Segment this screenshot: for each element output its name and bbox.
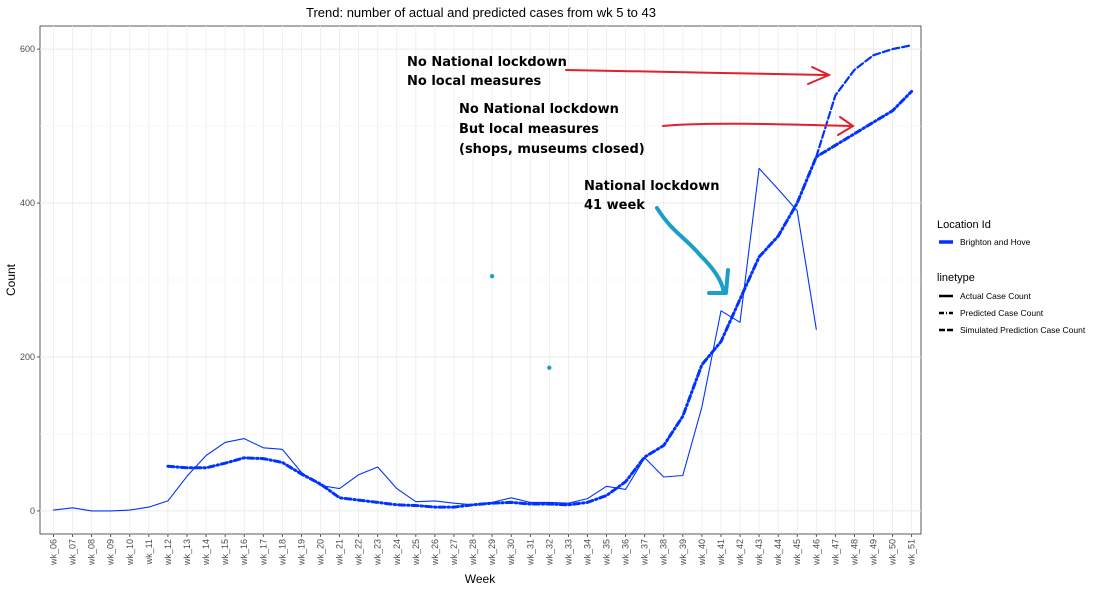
x-axis-ticks: wk_06 wk_07 wk_08 wk_09 wk_10 wk_11 wk_12 wk_13… [49, 534, 917, 566]
y-axis-title: Count [4, 263, 18, 296]
x-tick-label: wk_20 [315, 539, 325, 566]
x-tick-label: wk_41 [716, 539, 726, 566]
x-tick-label: wk_38 [659, 539, 669, 566]
x-tick-label: wk_49 [869, 539, 879, 566]
x-tick-label: wk_13 [182, 539, 192, 566]
cyan-arrow-head [707, 268, 730, 295]
red-arrow-1 [565, 66, 832, 85]
annotation-local-measures: No National lockdown But local measures … [459, 102, 645, 157]
x-tick-label: wk_44 [773, 539, 783, 566]
cyan-arrow [655, 206, 730, 295]
x-tick-label: wk_46 [811, 539, 821, 566]
x-tick-label: wk_35 [602, 539, 612, 566]
annotation-no-lockdown: No National lockdown No local measures [407, 55, 567, 89]
series-layer [52, 44, 914, 512]
red-arrow-1-head [807, 66, 832, 85]
x-tick-label: wk_36 [621, 539, 631, 566]
x-tick-label: wk_09 [106, 539, 116, 566]
x-tick-label: wk_24 [392, 539, 402, 566]
x-tick-label: wk_25 [411, 539, 421, 566]
x-tick-label: wk_27 [449, 539, 459, 566]
annotation-1-line-2: No local measures [407, 74, 542, 89]
y-tick-label: 0 [30, 506, 35, 516]
x-tick-label: wk_15 [220, 539, 230, 566]
x-tick-label: wk_48 [849, 539, 859, 566]
annotation-national-lockdown: National lockdown 41 week [584, 179, 720, 213]
x-tick-label: wk_50 [888, 539, 898, 566]
x-tick-label: wk_39 [678, 539, 688, 566]
legend-location-title: Location Id [937, 219, 991, 231]
x-tick-label: wk_40 [697, 539, 707, 566]
chart-title: Trend: number of actual and predicted ca… [306, 5, 656, 20]
points-layer [489, 273, 552, 370]
red-arrow-2 [662, 116, 855, 136]
x-tick-label: wk_45 [792, 539, 802, 566]
legend-actual-label: Actual Case Count [960, 291, 1032, 301]
x-tick-label: wk_18 [277, 539, 287, 566]
x-tick-label: wk_22 [354, 539, 364, 566]
x-tick-label: wk_11 [144, 539, 154, 565]
red-arrow-2-head [837, 116, 855, 136]
x-tick-label: wk_19 [296, 539, 306, 566]
x-tick-label: wk_31 [525, 539, 535, 566]
x-tick-label: wk_47 [830, 539, 840, 566]
x-tick-label: wk_23 [373, 539, 383, 566]
annotation-3-line-1: National lockdown [584, 179, 720, 194]
data-point [547, 365, 552, 370]
cyan-arrow-shaft [655, 206, 726, 295]
x-tick-label: wk_30 [506, 539, 516, 566]
y-tick-label: 400 [20, 198, 35, 208]
y-tick-label: 200 [20, 352, 35, 362]
x-tick-label: wk_08 [87, 539, 97, 566]
annotation-2-line-2: But local measures [459, 122, 599, 137]
x-tick-label: wk_26 [430, 539, 440, 566]
annotation-2-line-3: (shops, museums closed) [459, 142, 645, 157]
legend-simulated-label: Simulated Prediction Case Count [960, 325, 1086, 335]
x-axis-title: Week [465, 572, 496, 586]
x-tick-label: wk_33 [563, 539, 573, 566]
x-tick-label: wk_37 [640, 539, 650, 566]
red-arrow-1-shaft [565, 69, 827, 76]
y-axis-ticks: 0 200 400 600 [20, 44, 40, 516]
series-line-dashed [815, 44, 913, 158]
x-tick-label: wk_12 [163, 539, 173, 566]
x-tick-label: wk_17 [258, 539, 268, 566]
x-tick-label: wk_42 [735, 539, 745, 566]
y-tick-label: 600 [20, 44, 35, 54]
x-tick-label: wk_10 [125, 539, 135, 566]
annotation-3-line-2: 41 week [584, 198, 645, 213]
annotation-2-line-1: No National lockdown [459, 102, 619, 117]
red-arrow-2-shaft [662, 122, 851, 127]
x-tick-label: wk_06 [49, 539, 59, 566]
x-tick-label: wk_32 [544, 539, 554, 566]
x-tick-label: wk_34 [582, 539, 592, 566]
x-tick-label: wk_16 [239, 539, 249, 566]
legend-predicted-label: Predicted Case Count [960, 308, 1044, 318]
series-line-dotdash [166, 89, 914, 509]
x-tick-label: wk_14 [201, 539, 211, 566]
legend: Location Id Brighton and Hove linetype A… [937, 219, 1086, 335]
series-line-solid [52, 167, 817, 512]
x-tick-label: wk_21 [335, 539, 345, 566]
annotation-1-line-1: No National lockdown [407, 55, 567, 70]
x-tick-label: wk_07 [68, 539, 78, 566]
data-point [489, 273, 495, 279]
x-tick-label: wk_28 [468, 539, 478, 566]
legend-linetype-title: linetype [937, 272, 975, 284]
legend-location-label: Brighton and Hove [960, 237, 1031, 247]
x-tick-label: wk_51 [907, 539, 917, 566]
x-tick-label: wk_29 [487, 539, 497, 566]
x-tick-label: wk_43 [754, 539, 764, 566]
